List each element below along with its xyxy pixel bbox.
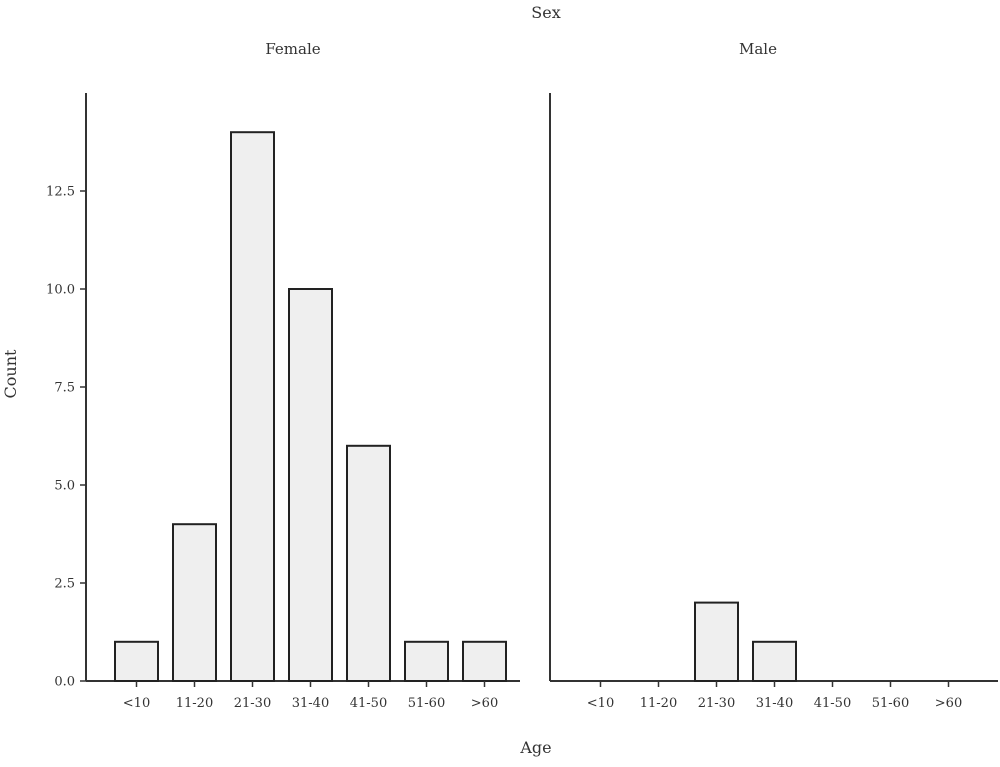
x-tick-label: 51-60 [872, 696, 909, 711]
x-tick-label: <10 [123, 696, 150, 711]
x-tick-label: 51-60 [408, 696, 445, 711]
x-tick-label: >60 [471, 696, 498, 711]
x-tick-label: 41-50 [814, 696, 851, 711]
y-tick-label: 7.5 [54, 381, 75, 396]
bar-male-3 [752, 640, 797, 682]
bar-male-2 [694, 601, 739, 682]
panel-title: Female [265, 40, 320, 58]
y-axis-title: Count [1, 349, 20, 398]
x-tick-label: 11-20 [640, 696, 677, 711]
y-tick-label: 0.0 [54, 675, 75, 690]
x-tick-label: 21-30 [698, 696, 735, 711]
y-tick-label: 2.5 [54, 577, 75, 592]
y-tick-label: 5.0 [54, 479, 75, 494]
y-tick-label: 12.5 [46, 185, 75, 200]
x-tick-label: >60 [935, 696, 962, 711]
x-tick-label: 31-40 [292, 696, 329, 711]
panel-male: Male <10 11-20 21-30 31-40 41-50 51-60 >60 [549, 40, 998, 711]
x-tick-label: 31-40 [756, 696, 793, 711]
bar-female-1 [172, 523, 217, 683]
bar-female-5 [404, 640, 449, 682]
x-tick-label: 21-30 [234, 696, 271, 711]
x-tick-label: 11-20 [176, 696, 213, 711]
bar-female-6 [462, 640, 507, 682]
bar-female-0 [114, 640, 159, 682]
x-tick-label: 41-50 [350, 696, 387, 711]
bar-female-2 [230, 131, 275, 682]
panel-female: Female 0.0 2.5 5.0 7.5 10.0 12.5 <10 11-20 21-30 3… [46, 40, 520, 711]
y-tick-label: 10.0 [46, 283, 75, 298]
facet-label: Sex [531, 3, 560, 22]
chart-panels: Female 0.0 2.5 5.0 7.5 10.0 12.5 <10 11-20 21-30 3… [46, 40, 998, 711]
x-axis-title: Age [519, 738, 551, 757]
bar-female-3 [288, 288, 333, 682]
panel-title: Male [739, 40, 777, 58]
bar-female-4 [346, 444, 391, 682]
x-tick-label: <10 [587, 696, 614, 711]
